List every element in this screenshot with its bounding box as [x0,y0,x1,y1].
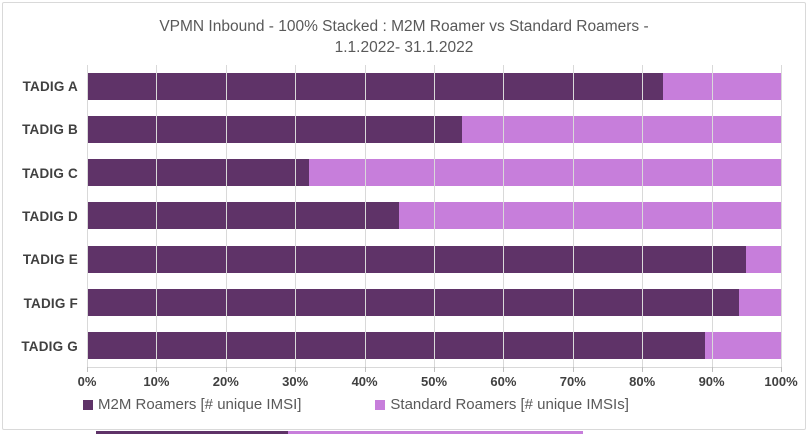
x-axis-tick-label: 100% [764,374,798,389]
gridline [87,65,88,367]
axis-tick-mark [642,367,644,372]
axis-tick-mark [781,367,782,372]
bar-track [87,245,781,273]
category-label: TADIG F [23,295,78,311]
gridline [711,65,713,367]
bar-segment-m2m [87,116,462,144]
category-label: TADIG A [22,79,78,95]
category-label: TADIG E [22,252,78,268]
axis-tick-mark [572,367,574,372]
legend: M2M Roamers [# unique IMSI] Standard Roa… [83,396,805,413]
x-axis-tick-label: 10% [143,374,170,389]
bar-row [87,108,781,151]
bar-row [87,238,781,281]
bar-segment-m2m [87,73,664,101]
chart-title-line1: VPMN Inbound - 100% Stacked : M2M Roamer… [159,18,649,35]
x-axis-tick-label: 70% [559,374,586,389]
bar-segment-m2m [87,159,310,187]
bar-row [87,194,781,237]
x-axis-tick-label: 0% [77,374,97,389]
bar-track [87,288,781,316]
x-axis-tick-label: 50% [420,374,448,389]
bar-track [87,73,781,101]
axis-tick-mark [711,367,713,372]
bar-segment-standard [461,116,781,144]
category-label: TADIG D [22,208,78,224]
bar-segment-m2m [87,245,747,273]
bar-row [87,324,781,367]
bar-segment-standard [739,288,781,316]
bar-segment-m2m [87,288,740,316]
bottom-strip-segment [288,431,583,434]
bar-track [87,159,781,187]
x-axis: 0% 10% 20% 30% 40% 50% 60% 70% 80% 90% 100% [78,368,798,394]
m2m-legend-swatch-icon [83,399,93,410]
standard-legend-swatch-icon [375,399,386,410]
plot-area-wrapper: TADIG A TADIG B TADIG C TADIG D TADIG E TADIG… [3,65,805,372]
gridline [503,65,505,367]
bar-track [87,202,781,230]
bar-segment-standard [704,331,781,359]
axis-tick-mark [503,367,505,372]
gridline [572,65,574,367]
chart-title-line2: 1.1.2022- 31.1.2022 [334,39,474,56]
bar-segment-m2m [87,202,400,230]
x-axis-tick-label: 40% [351,374,378,389]
gridline [156,65,158,367]
legend-item-standard: Standard Roamers [# unique IMSIs] [375,396,629,413]
category-label: TADIG G [21,338,78,354]
x-axis-tick-label: 90% [698,374,725,389]
bar-row [87,281,781,324]
axis-tick-mark [364,367,366,372]
axis-tick-mark [295,367,297,372]
bottom-edge-strip [0,431,808,434]
gridline [364,65,366,367]
axis-tick-mark [434,367,435,372]
gridline [295,65,297,367]
x-axis-tick-label: 80% [629,374,656,389]
bar-segment-standard [746,245,781,273]
category-label: TADIG C [22,165,78,181]
gridline [434,65,435,367]
legend-label-m2m: M2M Roamers [# unique IMSI] [98,396,302,413]
bar-track [87,331,781,359]
x-axis-tick-label: 60% [490,374,517,389]
bottom-strip-segment [96,431,288,434]
y-axis-labels: TADIG A TADIG B TADIG C TADIG D TADIG E TADIG… [3,65,87,368]
bar-segment-standard [663,73,781,101]
bar-segment-standard [309,159,781,187]
legend-item-m2m: M2M Roamers [# unique IMSI] [83,396,301,413]
x-axis-tick-label: 30% [282,374,309,389]
axis-tick-mark [156,367,158,372]
bar-track [87,116,781,144]
gridline [642,65,644,367]
plot-area [87,65,782,372]
gridline [225,65,227,367]
chart-title: VPMN Inbound - 100% Stacked : M2M Roamer… [3,16,805,58]
bar-rows [87,65,781,367]
x-axis-tick-label: 20% [212,374,239,389]
bar-row [87,65,781,108]
legend-label-standard: Standard Roamers [# unique IMSIs] [390,396,629,413]
axis-tick-mark [87,367,88,372]
axis-tick-mark [225,367,227,372]
bar-row [87,151,781,194]
bar-segment-standard [399,202,781,230]
gridline [781,65,782,367]
category-label: TADIG B [22,122,78,138]
bar-segment-m2m [87,331,705,359]
